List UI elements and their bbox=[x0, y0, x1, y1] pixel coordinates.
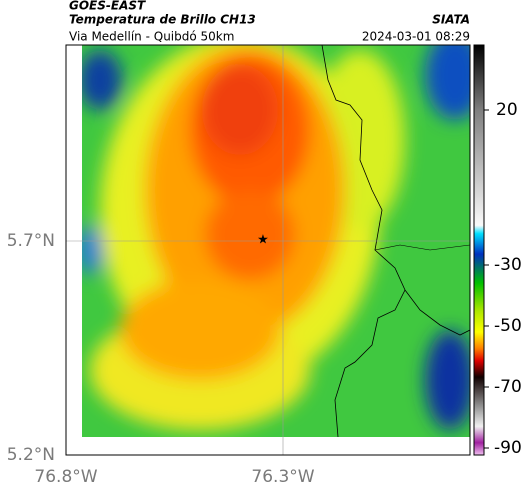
colorbar-label: -30 bbox=[494, 255, 522, 275]
colorbar bbox=[473, 44, 485, 456]
border-line bbox=[374, 244, 470, 251]
lat-label: 5.2°N bbox=[7, 445, 55, 465]
lon-label: 76.8°W bbox=[34, 467, 97, 487]
timestamp: 2024-03-01 08:29 bbox=[362, 30, 470, 44]
map-frame bbox=[65, 44, 471, 456]
lon-label: 76.3°W bbox=[251, 467, 314, 487]
colorbar-label: -50 bbox=[494, 316, 522, 336]
colorbar-label: 20 bbox=[496, 100, 518, 120]
agency-label: SIATA bbox=[432, 13, 470, 27]
temperature-field bbox=[82, 45, 470, 437]
location-marker: ★ bbox=[257, 233, 269, 248]
product-title: Temperatura de Brillo CH13 bbox=[69, 13, 256, 27]
colorbar-label: -70 bbox=[494, 377, 522, 397]
border-line bbox=[321, 45, 406, 437]
colorbar-label: -90 bbox=[494, 438, 522, 458]
region-label: Via Medellín - Quibdó 50km bbox=[69, 30, 234, 44]
lat-label: 5.7°N bbox=[7, 231, 55, 251]
border-line bbox=[404, 289, 470, 336]
source-label: GOES-EAST bbox=[69, 0, 146, 13]
colorbar-ticks bbox=[484, 109, 489, 449]
